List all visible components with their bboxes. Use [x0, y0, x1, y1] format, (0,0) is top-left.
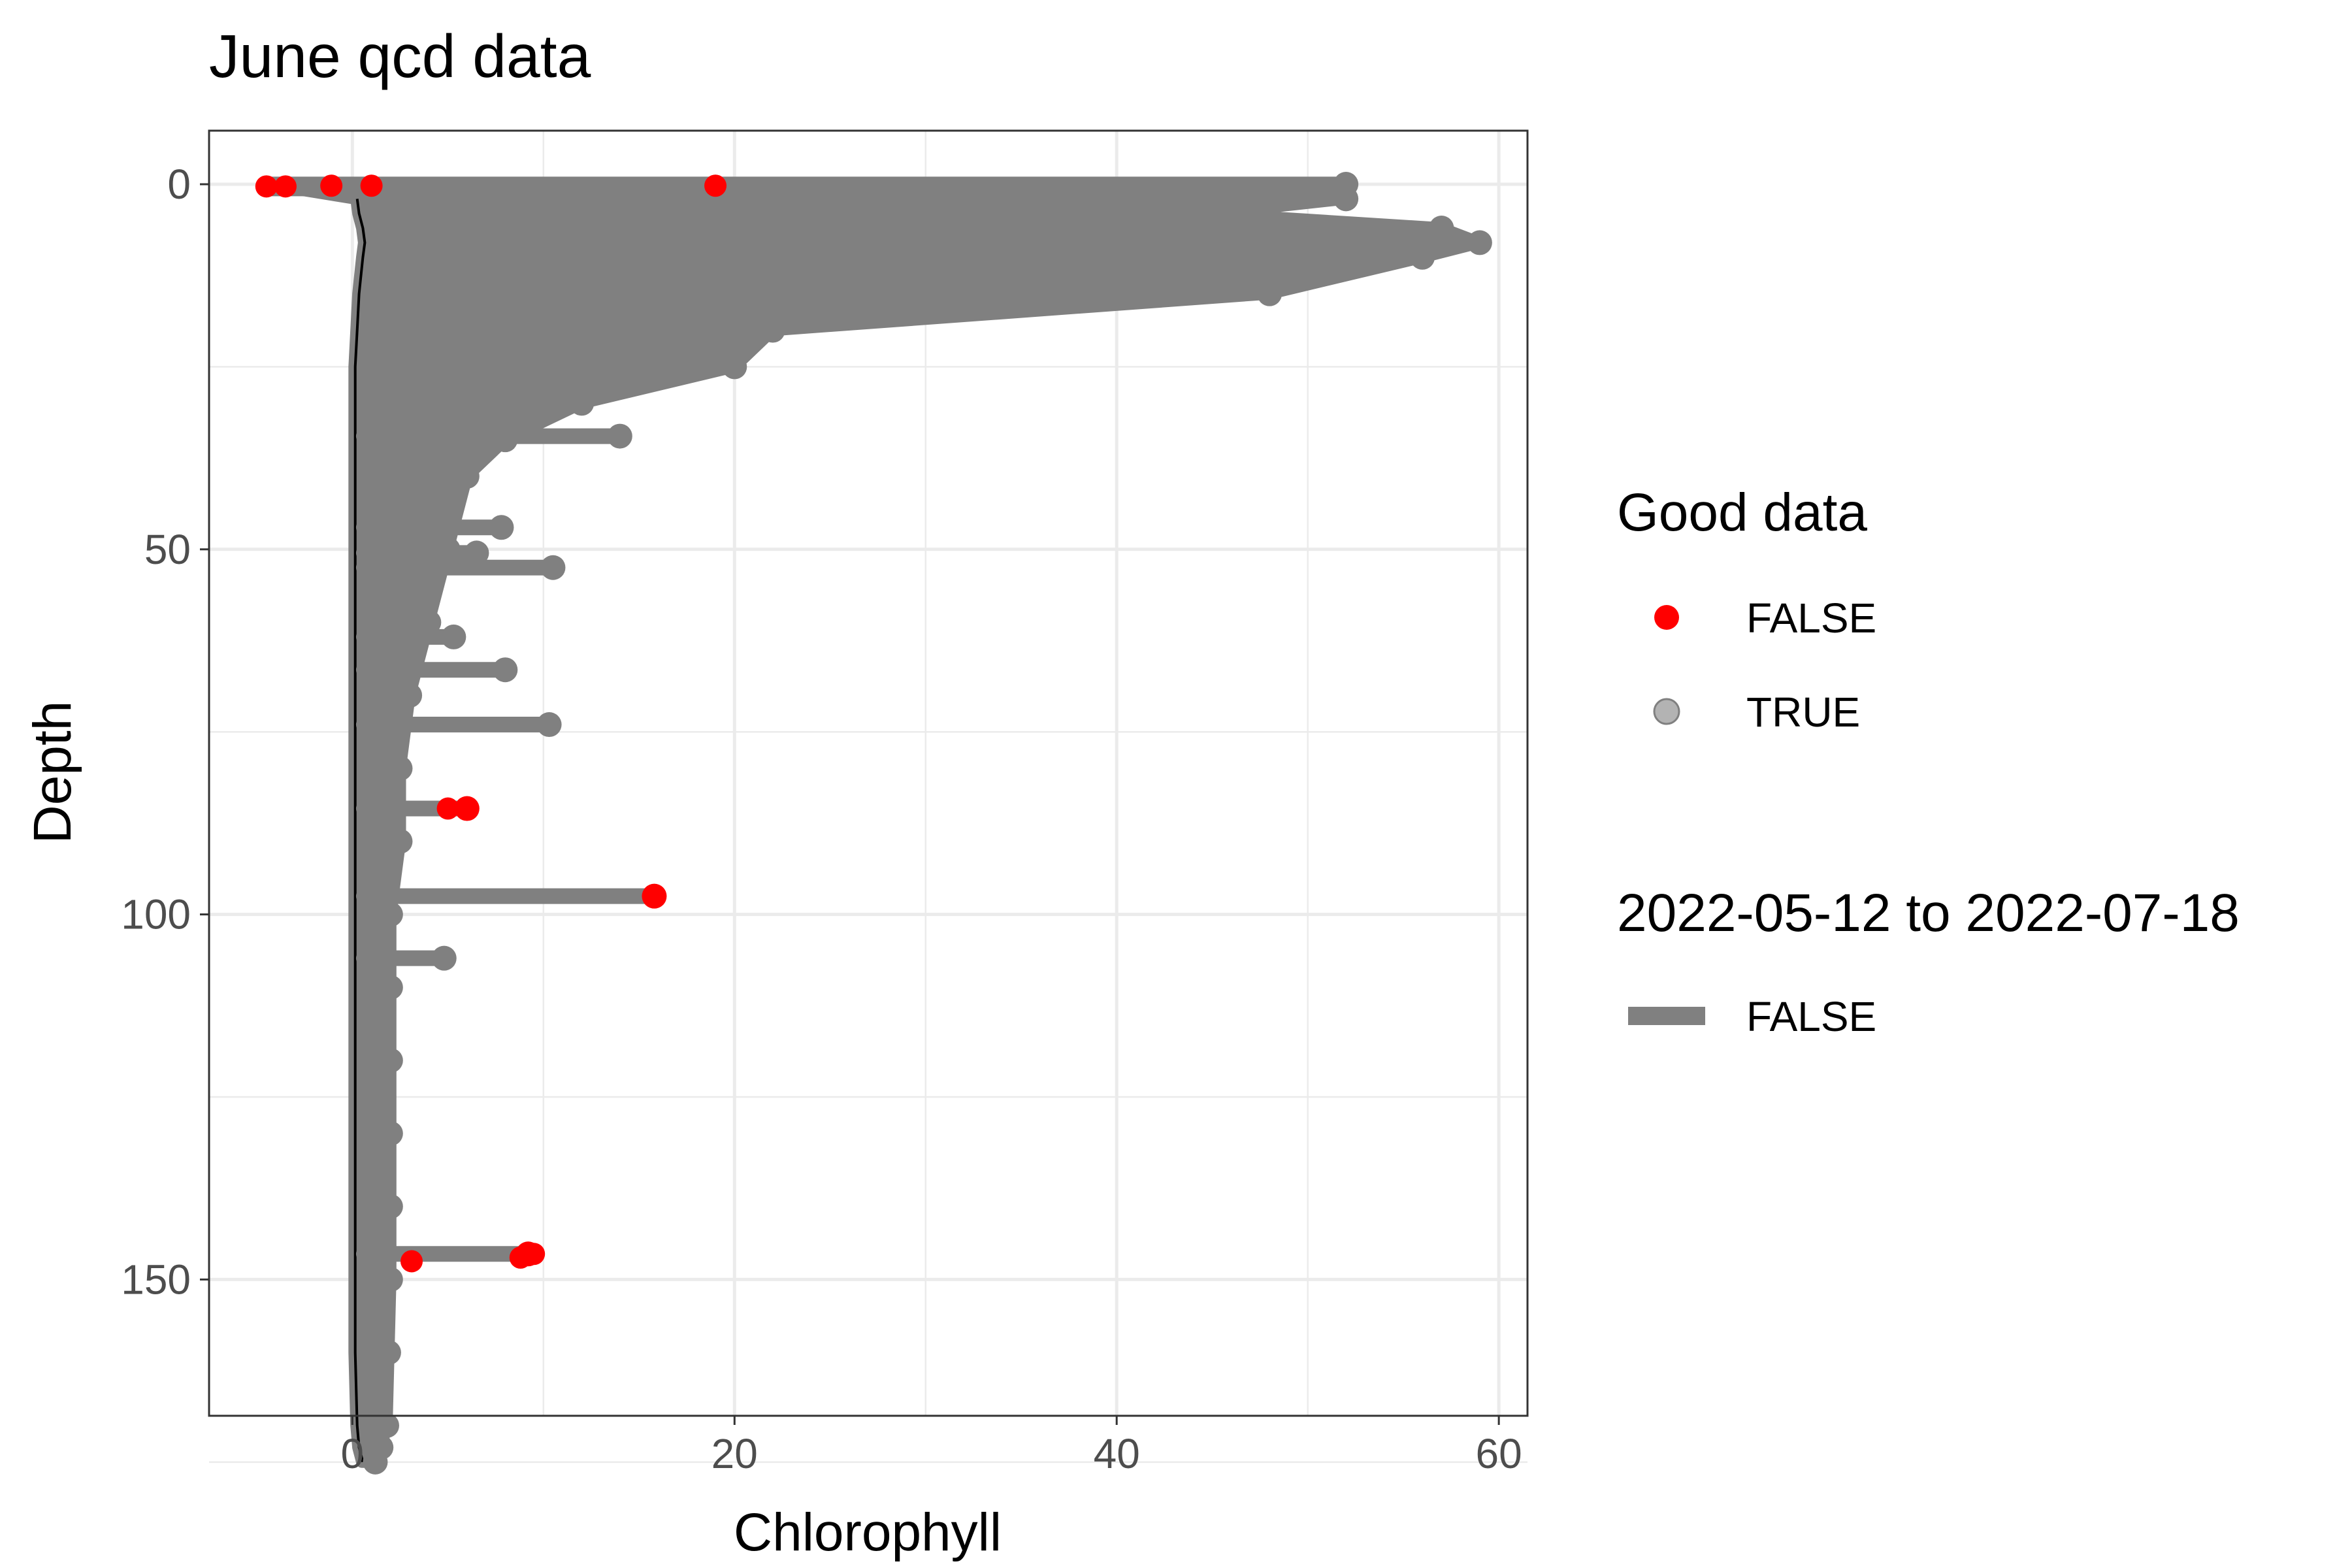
- panel-border: [208, 129, 1529, 1417]
- data-point: [540, 555, 566, 580]
- data-point: [376, 1340, 401, 1365]
- legend-date-range-title: 2022-05-12 to 2022-07-18: [1617, 883, 2240, 943]
- data-point: [378, 1120, 403, 1146]
- y-tick-label: 150: [121, 1256, 191, 1303]
- flagged-point: [704, 174, 727, 197]
- data-point: [378, 1267, 403, 1292]
- flagged-point: [400, 1250, 423, 1273]
- data-layer: [255, 172, 1492, 1475]
- legend-good-data: Good data FALSE TRUE: [1617, 483, 1876, 736]
- data-point: [378, 975, 403, 1000]
- data-point: [378, 1048, 403, 1073]
- data-point: [489, 515, 514, 540]
- y-axis: 0 50 100 150: [121, 161, 209, 1303]
- data-point: [569, 391, 595, 416]
- data-point: [722, 354, 747, 380]
- x-axis: 0 20 40 60: [341, 1416, 1522, 1477]
- flagged-point: [643, 885, 666, 907]
- x-tick-label: 0: [341, 1430, 365, 1477]
- y-tick-label: 50: [144, 526, 191, 573]
- data-point: [416, 610, 442, 635]
- data-point: [464, 540, 489, 566]
- y-tick-label: 100: [121, 891, 191, 938]
- legend-true-label: TRUE: [1746, 689, 1860, 736]
- legend-false-label: FALSE: [1746, 595, 1876, 642]
- data-point: [493, 657, 518, 683]
- chart-title: June qcd data: [209, 22, 591, 90]
- x-tick-label: 20: [711, 1430, 758, 1477]
- y-tick-label: 0: [167, 161, 191, 208]
- legend-date-range: 2022-05-12 to 2022-07-18 FALSE: [1617, 883, 2240, 1040]
- data-point: [1467, 230, 1492, 255]
- data-point: [454, 464, 480, 489]
- data-point: [1257, 281, 1282, 306]
- x-tick-label: 60: [1476, 1430, 1522, 1477]
- data-point: [374, 1413, 399, 1438]
- data-point: [1200, 201, 1225, 226]
- data-point: [397, 683, 423, 708]
- flagged-point: [360, 174, 383, 197]
- data-point: [760, 318, 785, 343]
- y-axis-label: Depth: [23, 701, 82, 844]
- flagged-point: [455, 797, 478, 820]
- legend-true-point-icon: [1653, 698, 1680, 725]
- legend-false-point-icon: [1654, 605, 1679, 630]
- legend-good-data-title: Good data: [1617, 483, 1867, 542]
- data-point: [387, 828, 413, 854]
- data-point: [607, 423, 632, 449]
- flagged-point: [509, 1246, 532, 1269]
- flagged-point: [436, 797, 459, 820]
- flagged-point: [255, 175, 278, 198]
- data-point: [387, 756, 413, 781]
- x-tick-label: 40: [1094, 1430, 1140, 1477]
- data-point: [536, 712, 562, 738]
- data-point: [441, 624, 466, 649]
- data-point: [378, 1194, 403, 1219]
- flagged-point: [320, 174, 343, 197]
- data-point: [431, 945, 457, 971]
- data-point: [1429, 216, 1454, 241]
- data-point: [1410, 244, 1435, 270]
- data-point: [378, 902, 403, 927]
- plot-panel: [208, 129, 1529, 1475]
- data-point: [363, 1449, 388, 1475]
- x-axis-label: Chlorophyll: [734, 1503, 1002, 1562]
- legend-line-false-label: FALSE: [1746, 993, 1876, 1040]
- flagged-point: [274, 175, 297, 198]
- profile-outline: [353, 199, 367, 1463]
